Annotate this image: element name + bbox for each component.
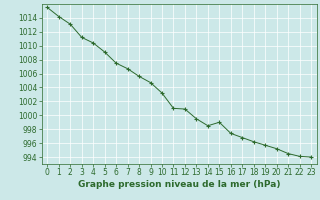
X-axis label: Graphe pression niveau de la mer (hPa): Graphe pression niveau de la mer (hPa)	[78, 180, 280, 189]
